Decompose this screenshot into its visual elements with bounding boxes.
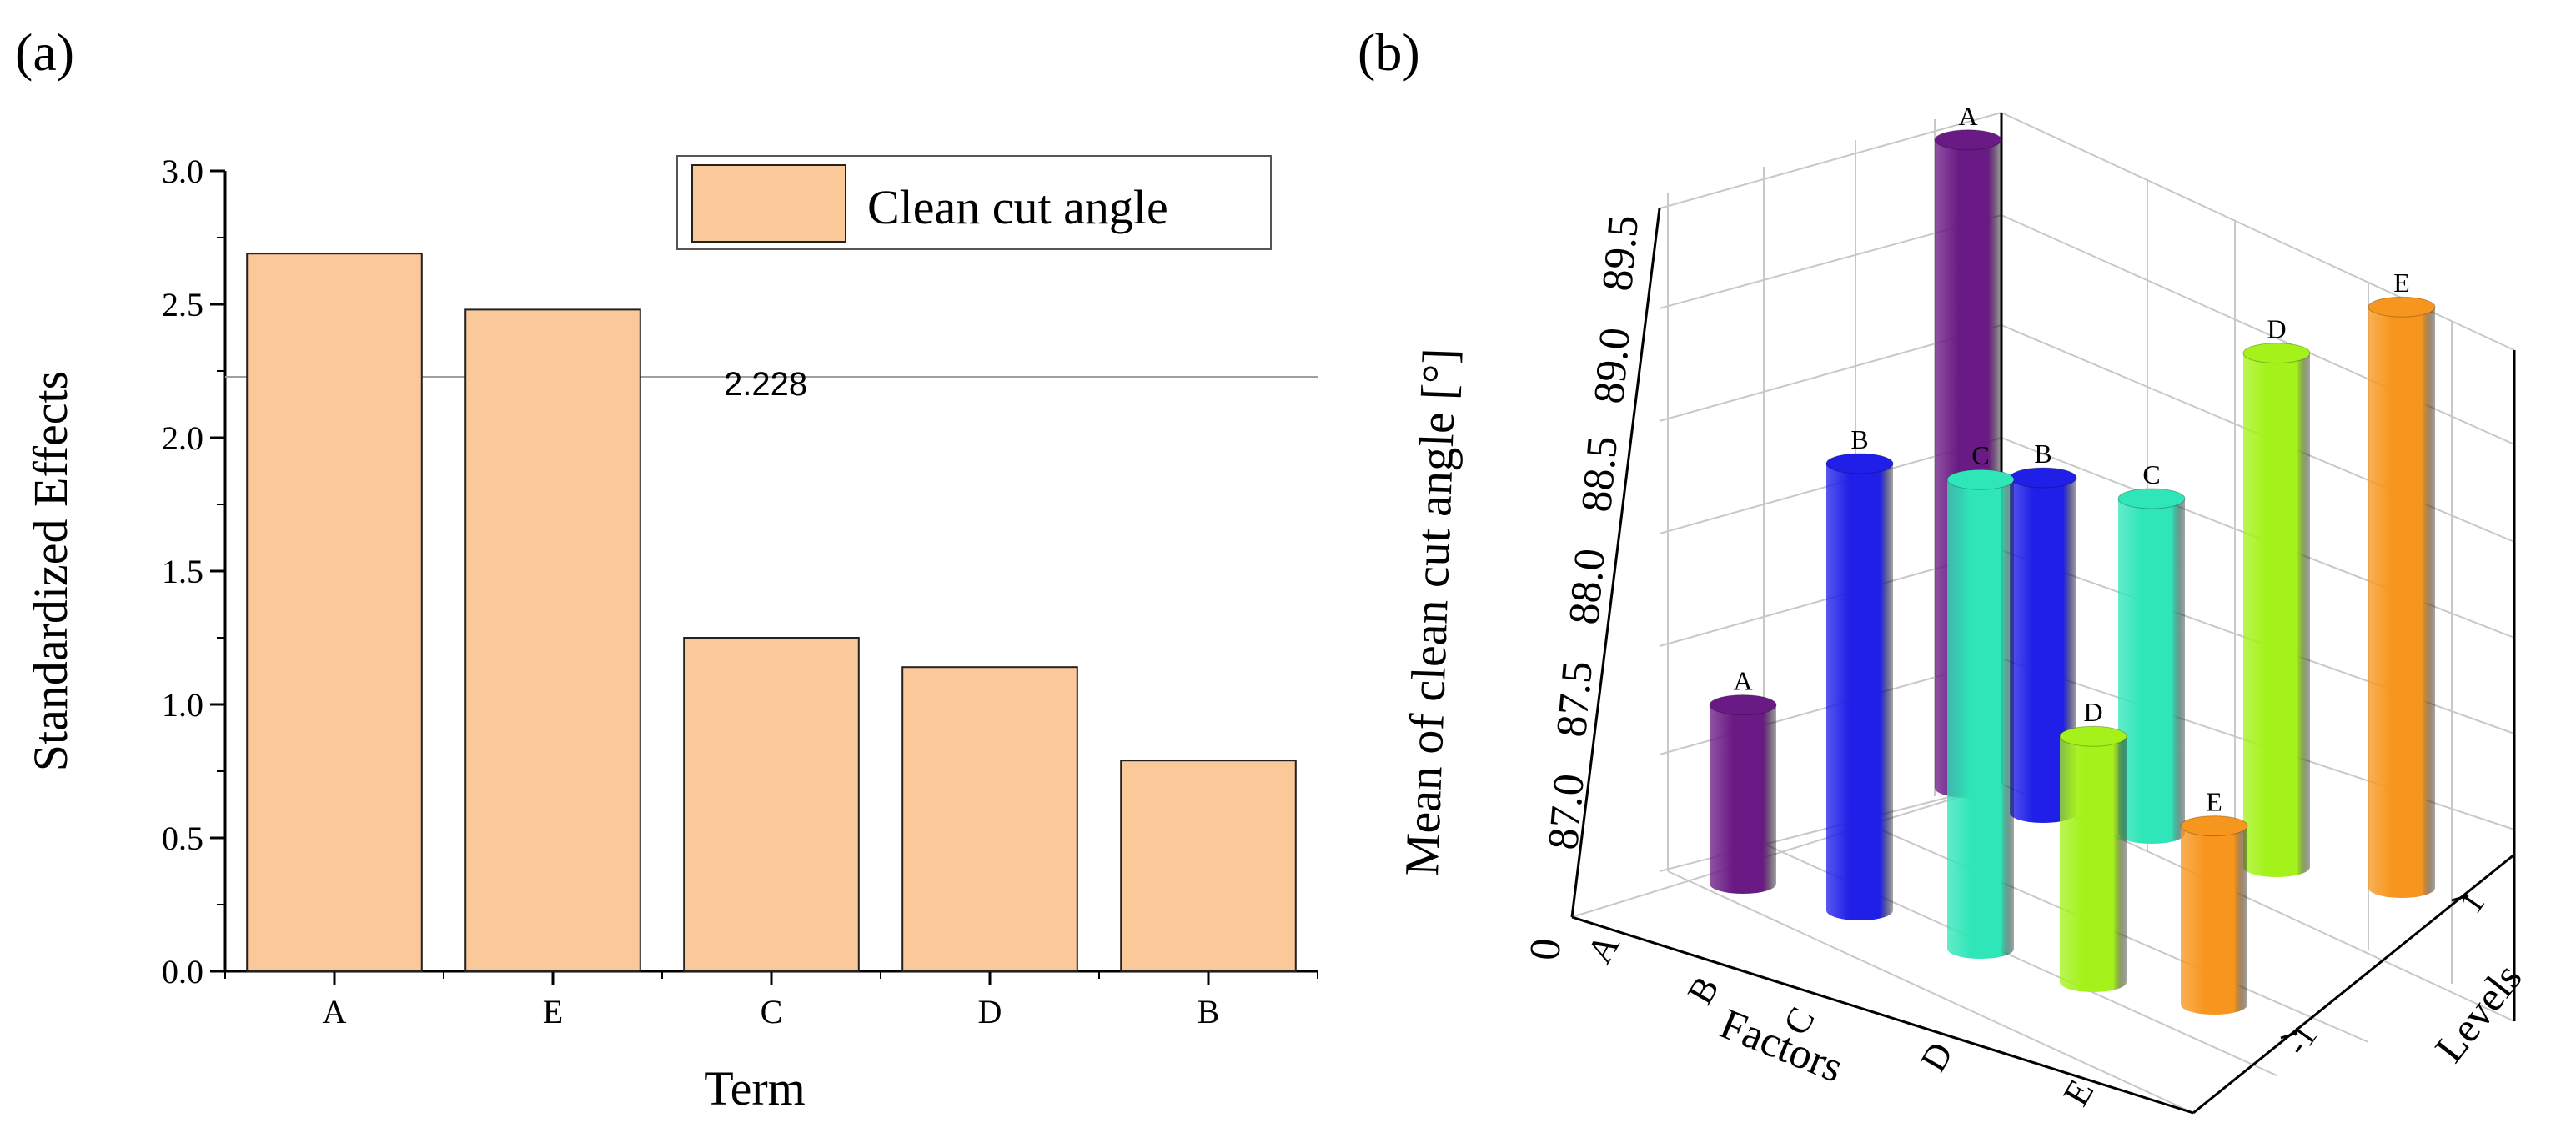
cylinder-label-D: D	[2267, 314, 2286, 344]
y-tick-label: 0.5	[162, 820, 203, 857]
cylinder-E-level--1: E	[2180, 787, 2248, 1015]
cylinder-body	[1947, 479, 2014, 959]
cylinder-A-level--1: A	[1709, 666, 1777, 894]
cylinder-label-A: A	[1733, 666, 1752, 696]
factor-tick-label-D: D	[1912, 1035, 1961, 1079]
panel-a-label: (a)	[15, 23, 74, 82]
factor-tick-label-B: B	[1680, 970, 1727, 1011]
y-tick-label: 0.0	[162, 953, 203, 990]
x-tick-label-D: D	[978, 993, 1002, 1030]
level-tick	[2451, 894, 2469, 902]
z-tick-label: 0	[1521, 936, 1570, 962]
cylinder-top	[1934, 129, 2002, 151]
cylinder-body	[2118, 499, 2185, 844]
cylinder-D-level--1: D	[2059, 697, 2127, 992]
cylinders: A B C D E A B C D E	[1709, 101, 2436, 1015]
cylinder-body	[2060, 736, 2127, 992]
cylinder-top	[2242, 343, 2311, 364]
reference-line-label: 2.228	[724, 366, 807, 403]
z-axis-tick-labels: 0 87.0 87.5 88.0 88.5 89.0 89.5	[1521, 213, 1648, 962]
panel-b-label: (b)	[1358, 23, 1420, 82]
cylinder-C-level-1: C	[2117, 459, 2186, 844]
cylinder-label-E: E	[2393, 268, 2410, 298]
y-tick-label: 2.5	[162, 286, 203, 323]
z-tick-label: 87.0	[1539, 772, 1594, 852]
bars	[246, 253, 1297, 973]
x-tick-label-B: B	[1198, 993, 1220, 1030]
x-tick-label-C: C	[761, 993, 783, 1030]
cylinder-top	[1709, 694, 1777, 716]
cylinder-top	[1825, 453, 1894, 474]
legend-label: Clean cut angle	[867, 180, 1168, 234]
z-tick-label: 88.0	[1560, 547, 1614, 627]
cylinder-body	[1710, 704, 1776, 894]
x-tick-label-A: A	[323, 993, 347, 1030]
level-tick	[2280, 1031, 2298, 1040]
legend-swatch	[691, 164, 846, 243]
z-tick-label: 87.5	[1548, 659, 1602, 739]
cylinder-top	[2368, 296, 2436, 318]
y-tick-label: 2.0	[162, 419, 203, 457]
cylinder-label-B: B	[2034, 439, 2051, 469]
z-axis-title: Mean of clean cut angle [°]	[1394, 348, 1467, 877]
bar-E	[464, 308, 641, 972]
cylinder-top	[2180, 815, 2248, 837]
cylinder-top	[2117, 488, 2186, 509]
legend: Clean cut angle	[676, 155, 1272, 250]
cylinder-body	[2368, 307, 2435, 898]
cylinder-body	[1826, 464, 1893, 920]
cylinder-label-D: D	[2083, 697, 2102, 727]
cylinder-label-A: A	[1958, 101, 1977, 131]
cylinder-B-level--1: B	[1825, 424, 1894, 920]
bar-A	[246, 253, 423, 972]
z-tick-label: 88.5	[1573, 434, 1627, 514]
z-tick-label: 89.5	[1594, 213, 1648, 293]
cylinder-top	[2059, 725, 2127, 747]
cylinder-top	[2009, 467, 2077, 489]
panel-a: (a) 0.0 0.5 1.0 1.5 2.0 2.5 3.0 A E C D B 2.228 Cl…	[15, 23, 1318, 1115]
cylinder-label-E: E	[2206, 787, 2222, 817]
y-tick-label: 3.0	[162, 153, 203, 190]
y-tick-label: 1.0	[162, 686, 203, 724]
x-tick-label-E: E	[543, 993, 563, 1030]
y-axis-ticks: 0.0 0.5 1.0 1.5 2.0 2.5 3.0	[162, 153, 225, 990]
cylinder-body	[2243, 353, 2310, 878]
cylinder-body	[2181, 825, 2247, 1015]
cylinder-E-level-1: E	[2368, 268, 2436, 898]
panel-b: (b)	[1358, 23, 2531, 1115]
y-axis-title: Standardized Effects	[23, 371, 78, 771]
bar-C	[683, 637, 860, 972]
cylinder-label-C: C	[1971, 440, 1989, 470]
x-axis-title: Term	[704, 1061, 806, 1115]
level-tick-label: -1	[2277, 1018, 2324, 1062]
z-tick-label: 89.0	[1585, 326, 1640, 406]
cylinder-top	[1946, 469, 2015, 490]
cylinder-C-level--1: C	[1946, 440, 2015, 959]
bar-B	[1120, 760, 1297, 973]
cylinder-label-B: B	[1850, 424, 1868, 454]
bar-D	[901, 666, 1078, 972]
y-tick-label: 1.5	[162, 553, 203, 590]
cylinder-label-C: C	[2142, 459, 2160, 489]
cylinder-D-level-1: D	[2242, 314, 2311, 878]
factor-tick-label-E: E	[2056, 1073, 2102, 1113]
